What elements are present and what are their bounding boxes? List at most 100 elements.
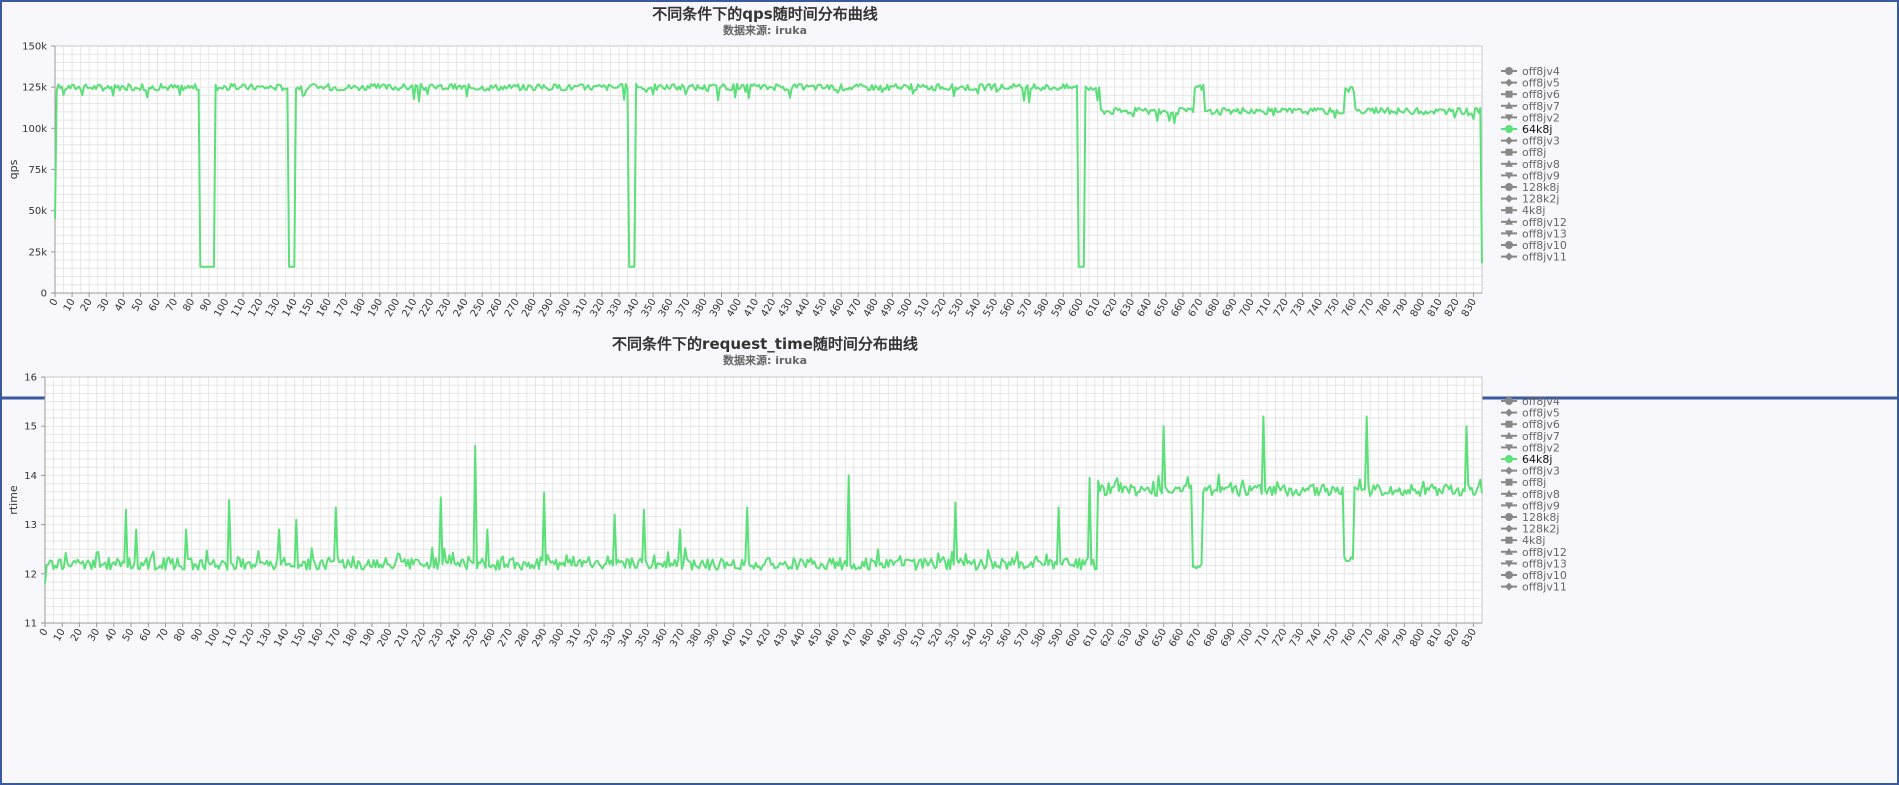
legend-item-off8jv13[interactable]: off8jv13 xyxy=(1501,227,1567,240)
legend-label: 128k8j xyxy=(1522,181,1559,194)
legend-label: off8jv5 xyxy=(1522,407,1560,420)
qps-y-axis-label: qps xyxy=(7,159,20,179)
legend-label: off8j xyxy=(1522,146,1546,159)
legend-label: off8jv9 xyxy=(1522,499,1560,512)
y-tick-label: 14 xyxy=(24,471,37,482)
legend-label: off8jv6 xyxy=(1522,88,1560,101)
legend-item-off8jv3[interactable]: off8jv3 xyxy=(1501,465,1560,478)
legend-item-off8jv8[interactable]: off8jv8 xyxy=(1501,488,1560,501)
legend-item-off8jv9[interactable]: off8jv9 xyxy=(1501,169,1560,182)
legend-label: 128k2j xyxy=(1522,193,1559,206)
legend-item-off8jv8[interactable]: off8jv8 xyxy=(1501,158,1560,171)
legend-item-off8j[interactable]: off8j xyxy=(1501,476,1546,489)
legend-item-128k2j[interactable]: 128k2j xyxy=(1501,193,1559,206)
legend-item-off8jv6[interactable]: off8jv6 xyxy=(1501,418,1560,431)
legend-item-off8j[interactable]: off8j xyxy=(1501,146,1546,159)
qps-legend[interactable]: off8jv4off8jv5off8jv6off8jv7off8jv264k8j… xyxy=(1501,65,1567,264)
legend-item-off8jv12[interactable]: off8jv12 xyxy=(1501,546,1567,559)
legend-label: off8jv8 xyxy=(1522,488,1560,501)
y-tick-label: 0 xyxy=(41,289,47,300)
legend-label: 128k2j xyxy=(1522,523,1559,536)
legend-label: off8jv3 xyxy=(1522,135,1560,148)
request-time-chart: 不同条件下的request_time随时间分布曲线 数据来源: iruka rt… xyxy=(7,335,1567,649)
y-tick-label: 100k xyxy=(22,124,47,135)
y-tick-label: 150k xyxy=(22,42,47,53)
qps-chart-subtitle: 数据来源: iruka xyxy=(723,23,807,37)
x-tick-label: 0 xyxy=(48,297,61,308)
y-tick-label: 125k xyxy=(22,83,47,94)
y-tick-label: 50k xyxy=(28,206,47,217)
legend-item-64k8j[interactable]: 64k8j xyxy=(1501,453,1552,466)
legend-item-off8jv11[interactable]: off8jv11 xyxy=(1501,581,1567,594)
legend-item-off8jv4[interactable]: off8jv4 xyxy=(1501,65,1560,78)
legend-label: off8jv7 xyxy=(1522,100,1560,113)
rtime-series xyxy=(44,415,1483,584)
qps-chart: 不同条件下的qps随时间分布曲线 数据来源: iruka qps 0 25k 50k… xyxy=(7,5,1567,319)
y-tick-label: 25k xyxy=(28,247,47,258)
legend-item-off8jv10[interactable]: off8jv10 xyxy=(1501,569,1567,582)
y-tick-label: 13 xyxy=(24,520,37,531)
legend-item-128k2j[interactable]: 128k2j xyxy=(1501,523,1559,536)
rtime-y-ticks: 11 12 13 14 15 16 xyxy=(24,373,45,630)
rtime-grid xyxy=(44,376,1483,624)
rtime-chart-title: 不同条件下的request_time随时间分布曲线 xyxy=(612,335,918,353)
legend-item-off8jv10[interactable]: off8jv10 xyxy=(1501,239,1567,252)
legend-item-off8jv4[interactable]: off8jv4 xyxy=(1501,395,1560,408)
y-tick-label: 11 xyxy=(24,619,37,630)
legend-label: off8jv12 xyxy=(1522,216,1567,229)
legend-label: off8jv4 xyxy=(1522,65,1560,78)
legend-item-off8jv9[interactable]: off8jv9 xyxy=(1501,499,1560,512)
legend-label: off8jv8 xyxy=(1522,158,1560,171)
legend-label: off8jv7 xyxy=(1522,430,1560,443)
legend-label: off8jv13 xyxy=(1522,227,1567,240)
legend-label: off8jv2 xyxy=(1522,111,1560,124)
legend-label: off8jv2 xyxy=(1522,441,1560,454)
legend-label: off8jv10 xyxy=(1522,569,1567,582)
legend-item-128k8j[interactable]: 128k8j xyxy=(1501,511,1559,524)
y-tick-label: 15 xyxy=(24,422,37,433)
series-line-64k8j xyxy=(54,82,1483,268)
y-tick-label: 75k xyxy=(28,165,47,176)
legend-item-off8jv7[interactable]: off8jv7 xyxy=(1501,430,1560,443)
legend-item-off8jv3[interactable]: off8jv3 xyxy=(1501,135,1560,148)
rtime-y-axis-label: rtime xyxy=(7,485,20,515)
y-tick-label: 16 xyxy=(24,373,37,384)
rtime-legend[interactable]: off8jv4off8jv5off8jv6off8jv7off8jv264k8j… xyxy=(1501,395,1567,594)
qps-y-ticks: 0 25k 50k 75k 100k 125k 150k xyxy=(22,42,55,300)
legend-label: 4k8j xyxy=(1522,204,1545,217)
legend-label: off8jv6 xyxy=(1522,418,1560,431)
qps-series xyxy=(54,82,1483,268)
legend-item-4k8j[interactable]: 4k8j xyxy=(1501,534,1545,547)
legend-item-off8jv7[interactable]: off8jv7 xyxy=(1501,100,1560,113)
legend-item-off8jv11[interactable]: off8jv11 xyxy=(1501,251,1567,264)
legend-item-off8jv12[interactable]: off8jv12 xyxy=(1501,216,1567,229)
legend-label: off8jv3 xyxy=(1522,465,1560,478)
legend-item-off8jv5[interactable]: off8jv5 xyxy=(1501,407,1560,420)
series-line-64k8j xyxy=(44,415,1483,584)
qps-chart-title: 不同条件下的qps随时间分布曲线 xyxy=(652,5,877,23)
legend-label: off8jv4 xyxy=(1522,395,1560,408)
legend-label: off8j xyxy=(1522,476,1546,489)
legend-label: off8jv13 xyxy=(1522,557,1567,570)
legend-label: off8jv10 xyxy=(1522,239,1567,252)
legend-label: off8jv11 xyxy=(1522,581,1567,594)
legend-item-off8jv2[interactable]: off8jv2 xyxy=(1501,441,1560,454)
legend-label: off8jv9 xyxy=(1522,169,1560,182)
legend-item-64k8j[interactable]: 64k8j xyxy=(1501,123,1552,136)
x-tick-label: 0 xyxy=(38,627,51,638)
legend-label: 64k8j xyxy=(1522,123,1552,136)
legend-label: 4k8j xyxy=(1522,534,1545,547)
legend-item-off8jv2[interactable]: off8jv2 xyxy=(1501,111,1560,124)
legend-label: off8jv5 xyxy=(1522,77,1560,90)
legend-label: 128k8j xyxy=(1522,511,1559,524)
legend-item-off8jv6[interactable]: off8jv6 xyxy=(1501,88,1560,101)
legend-item-4k8j[interactable]: 4k8j xyxy=(1501,204,1545,217)
legend-item-128k8j[interactable]: 128k8j xyxy=(1501,181,1559,194)
legend-item-off8jv5[interactable]: off8jv5 xyxy=(1501,77,1560,90)
legend-label: 64k8j xyxy=(1522,453,1552,466)
legend-label: off8jv12 xyxy=(1522,546,1567,559)
legend-item-off8jv13[interactable]: off8jv13 xyxy=(1501,557,1567,570)
y-tick-label: 12 xyxy=(24,569,37,580)
